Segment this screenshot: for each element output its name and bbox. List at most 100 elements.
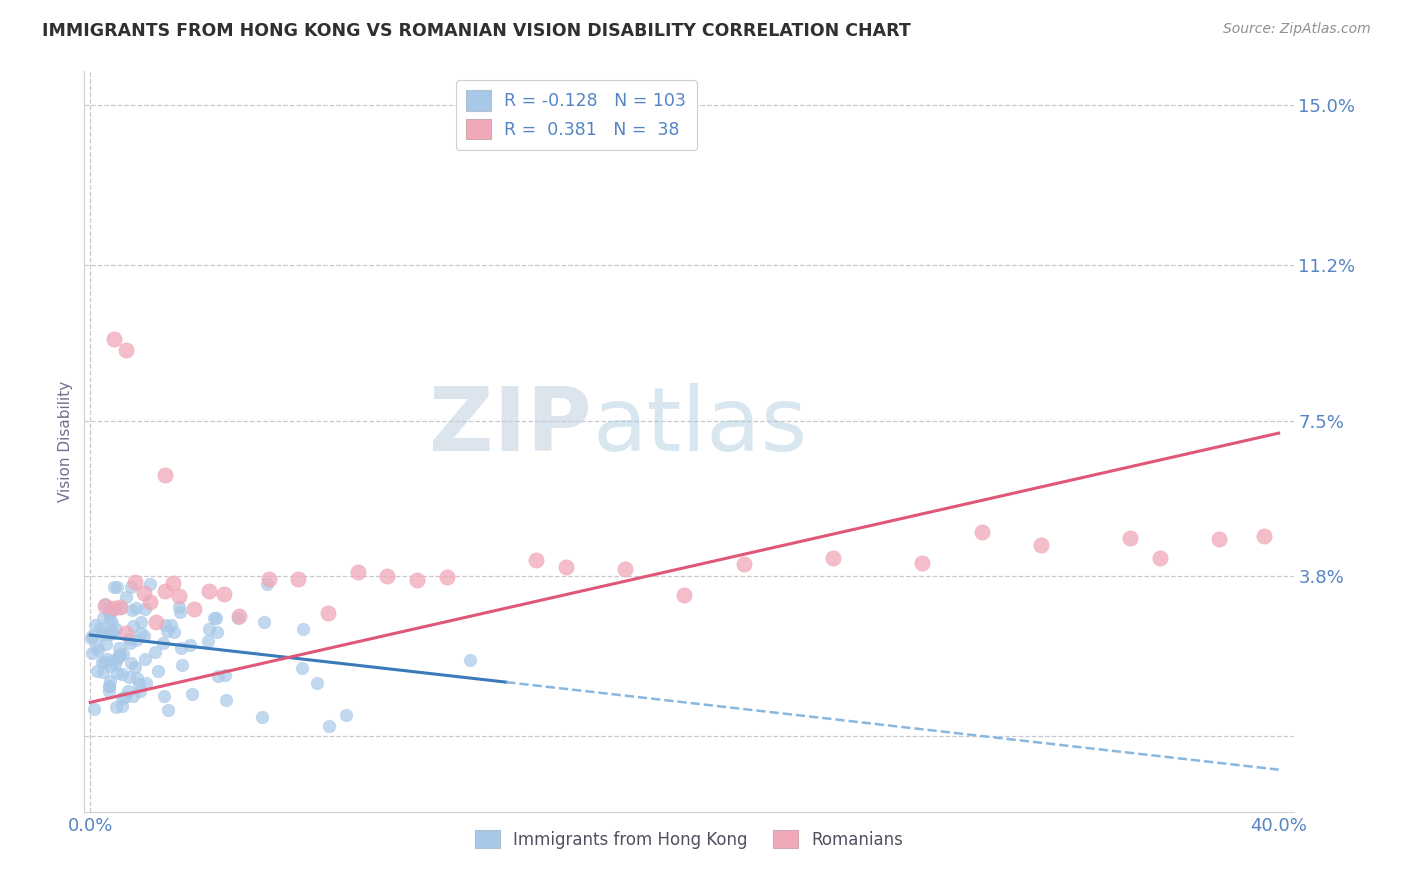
Point xyxy=(107,640,129,655)
Point xyxy=(90,655,112,669)
Point xyxy=(93,655,115,669)
Point xyxy=(153,584,176,599)
Point xyxy=(80,630,103,644)
Point xyxy=(138,595,160,609)
Point xyxy=(125,600,148,615)
Point xyxy=(318,719,340,733)
Point xyxy=(128,677,150,691)
Point xyxy=(212,587,235,601)
Point xyxy=(157,703,180,717)
Point xyxy=(122,690,145,704)
Point xyxy=(132,586,155,600)
Point xyxy=(97,679,120,693)
Point xyxy=(103,653,125,667)
Point xyxy=(98,605,121,619)
Point xyxy=(80,646,103,660)
Point xyxy=(202,611,225,625)
Point xyxy=(118,670,141,684)
Point xyxy=(125,632,148,647)
Point xyxy=(91,627,114,641)
Point xyxy=(96,637,118,651)
Point xyxy=(145,615,167,629)
Point xyxy=(105,665,128,680)
Point xyxy=(198,584,221,599)
Point xyxy=(103,601,125,615)
Point xyxy=(98,612,121,626)
Point xyxy=(114,690,136,705)
Point xyxy=(152,636,174,650)
Point xyxy=(115,591,138,605)
Point xyxy=(103,332,125,346)
Point xyxy=(1253,529,1275,543)
Point xyxy=(110,601,132,615)
Point xyxy=(143,644,166,658)
Point xyxy=(101,616,124,631)
Point xyxy=(129,615,152,629)
Point xyxy=(86,640,108,654)
Point xyxy=(1149,550,1171,565)
Point xyxy=(614,562,637,576)
Point xyxy=(110,690,132,705)
Point xyxy=(153,690,176,704)
Point xyxy=(155,624,177,638)
Text: atlas: atlas xyxy=(592,384,807,470)
Point xyxy=(821,551,844,566)
Point xyxy=(307,676,329,690)
Point xyxy=(107,651,129,665)
Point xyxy=(111,666,134,681)
Point xyxy=(118,636,141,650)
Point xyxy=(107,648,129,662)
Point xyxy=(84,617,107,632)
Point xyxy=(138,577,160,591)
Point xyxy=(162,576,184,591)
Point xyxy=(97,683,120,698)
Point xyxy=(129,626,152,640)
Point xyxy=(153,467,176,482)
Point xyxy=(197,622,219,636)
Point xyxy=(127,671,149,685)
Text: ZIP: ZIP xyxy=(429,384,592,470)
Point xyxy=(115,626,138,640)
Point xyxy=(105,580,128,594)
Point xyxy=(160,617,183,632)
Point xyxy=(970,524,993,539)
Point xyxy=(169,589,191,603)
Point xyxy=(172,657,194,672)
Point xyxy=(124,575,146,590)
Point xyxy=(98,659,121,673)
Point xyxy=(205,611,228,625)
Point xyxy=(169,605,191,619)
Point xyxy=(83,702,105,716)
Point xyxy=(346,566,368,580)
Point xyxy=(91,665,114,679)
Text: Source: ZipAtlas.com: Source: ZipAtlas.com xyxy=(1223,22,1371,37)
Point xyxy=(134,629,156,643)
Point xyxy=(287,572,309,586)
Point xyxy=(167,600,190,615)
Point xyxy=(250,710,273,724)
Point xyxy=(1029,538,1052,552)
Point xyxy=(180,687,202,701)
Point xyxy=(436,570,458,584)
Point xyxy=(103,580,125,594)
Point xyxy=(94,597,117,611)
Point xyxy=(673,588,696,602)
Point xyxy=(104,699,127,714)
Point xyxy=(115,343,138,357)
Point xyxy=(104,622,127,636)
Point xyxy=(94,599,117,613)
Point xyxy=(183,602,205,616)
Point xyxy=(179,638,201,652)
Point xyxy=(291,660,314,674)
Point xyxy=(91,611,114,625)
Point xyxy=(911,556,934,570)
Point xyxy=(96,652,118,666)
Point xyxy=(205,624,228,639)
Point xyxy=(733,557,755,571)
Point xyxy=(134,652,156,666)
Point xyxy=(79,631,101,645)
Point xyxy=(118,632,141,647)
Text: IMMIGRANTS FROM HONG KONG VS ROMANIAN VISION DISABILITY CORRELATION CHART: IMMIGRANTS FROM HONG KONG VS ROMANIAN VI… xyxy=(42,22,911,40)
Point xyxy=(104,657,127,671)
Point xyxy=(316,606,339,620)
